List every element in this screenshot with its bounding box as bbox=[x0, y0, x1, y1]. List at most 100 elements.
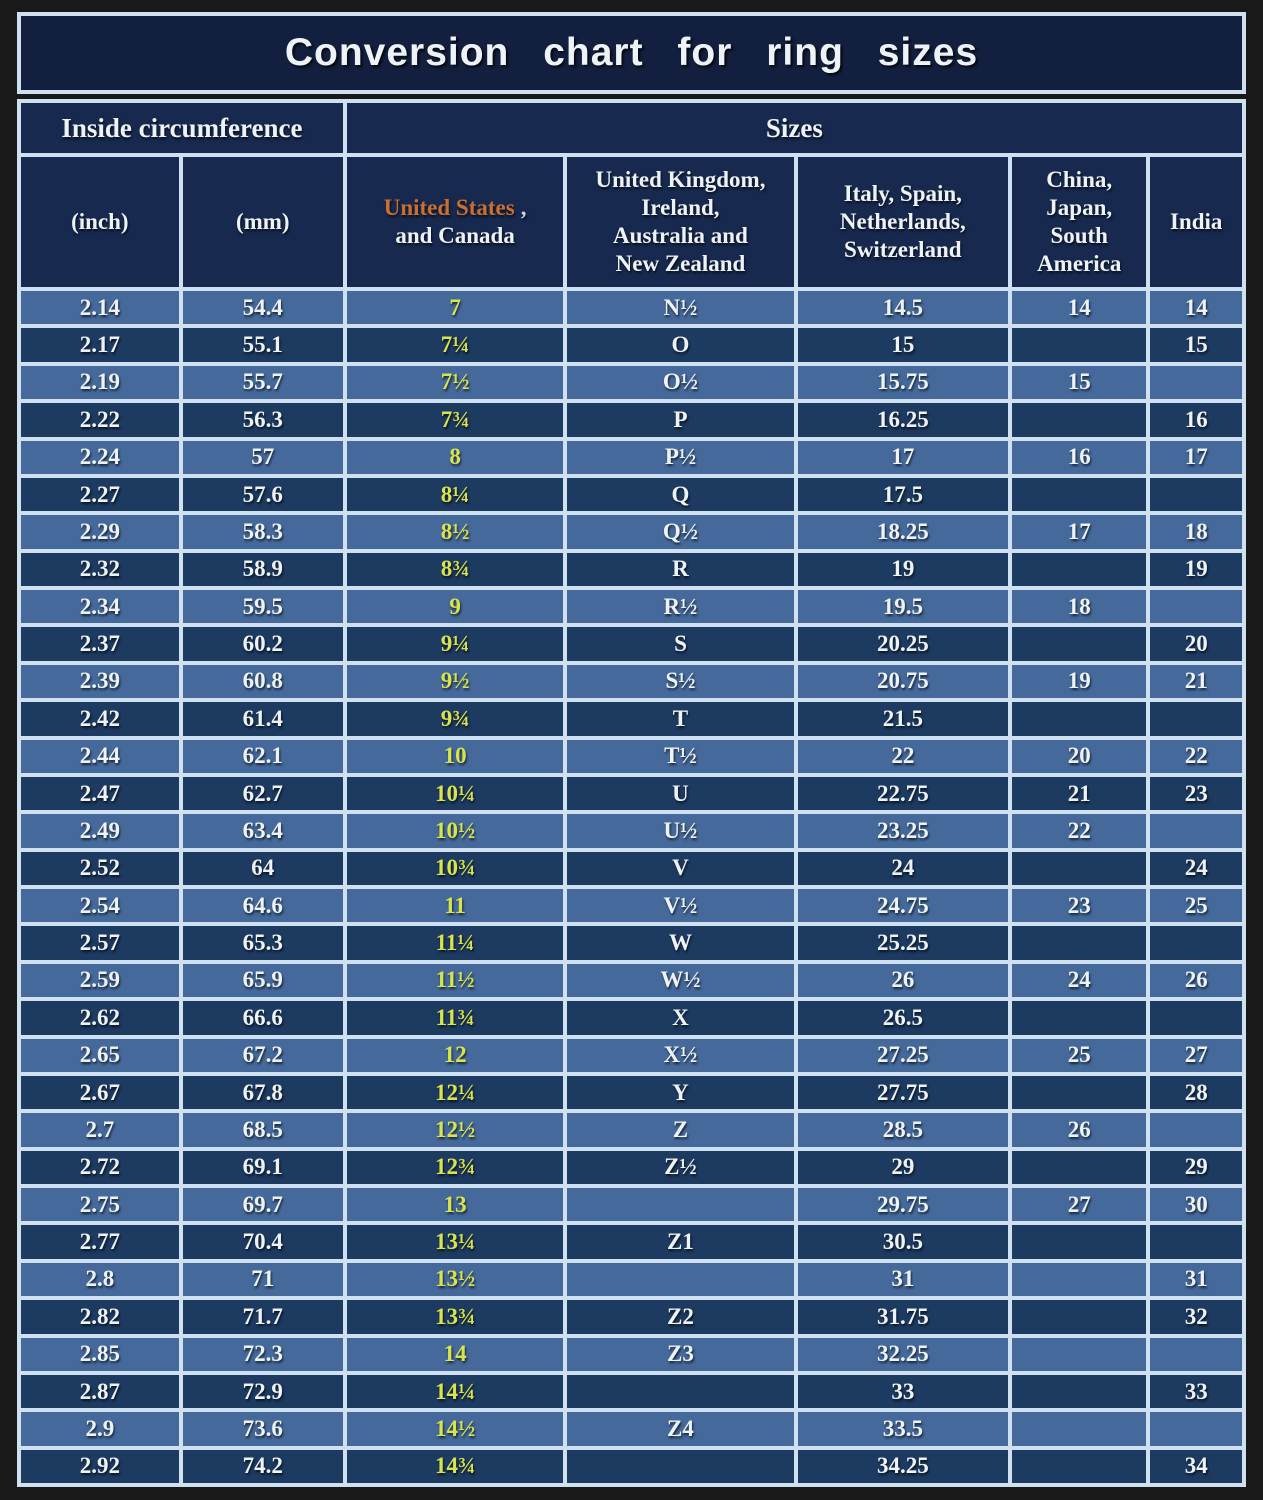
table-cell: 65.9 bbox=[178, 959, 347, 1002]
table-cell: 69.7 bbox=[178, 1183, 347, 1226]
table-row: 2.29 58.3 8½ Q½ 18.25 17 18 bbox=[17, 511, 1246, 553]
table-cell: 60.2 bbox=[178, 623, 347, 665]
table-cell: 2.47 bbox=[17, 772, 183, 815]
table-row: 2.44 62.1 10 T½ 22 20 22 bbox=[17, 735, 1246, 777]
table-row: 2.22 56.3 7¾ P 16.25 16 bbox=[17, 399, 1246, 441]
table-cell: 2.65 bbox=[17, 1034, 183, 1076]
table-cell: 32 bbox=[1146, 1296, 1246, 1338]
table-cell: 58.9 bbox=[178, 548, 347, 591]
table-cell: 2.75 bbox=[17, 1183, 183, 1226]
table-cell: 15 bbox=[1146, 324, 1246, 366]
table-cell: 14½ bbox=[342, 1408, 568, 1450]
table-cell: 7¼ bbox=[342, 324, 568, 366]
table-cell: 2.92 bbox=[17, 1445, 183, 1488]
table-cell: 2.22 bbox=[17, 399, 183, 441]
table-cell bbox=[1146, 1333, 1246, 1375]
table-cell: 8 bbox=[342, 436, 568, 478]
table-cell: 12 bbox=[342, 1034, 568, 1076]
table-cell: 9½ bbox=[342, 660, 568, 703]
table-cell: 71.7 bbox=[178, 1296, 347, 1338]
table-cell: 15.75 bbox=[793, 361, 1013, 404]
table-cell: 2.27 bbox=[17, 473, 183, 516]
column-header-india: India bbox=[1146, 153, 1246, 291]
table-row: 2.27 57.6 8¼ Q 17.5 bbox=[17, 473, 1246, 516]
table-row: 2.34 59.5 9 R½ 19.5 18 bbox=[17, 585, 1246, 628]
conversion-table: Inside circumference Sizes (inch) (mm) U… bbox=[17, 99, 1247, 1488]
table-cell: O bbox=[563, 324, 798, 366]
table-cell: 24 bbox=[793, 847, 1013, 890]
table-cell: 2.9 bbox=[17, 1408, 183, 1450]
column-header-uk-ireland-australia-nz: United Kingdom, Ireland, Australia and N… bbox=[563, 153, 798, 291]
table-cell bbox=[1007, 1071, 1151, 1114]
table-cell: Z4 bbox=[563, 1408, 798, 1450]
table-cell: O½ bbox=[563, 361, 798, 404]
page-title: Conversion chart for ring sizes bbox=[284, 31, 979, 74]
table-cell: 2.37 bbox=[17, 623, 183, 665]
table-cell: 34.25 bbox=[793, 1445, 1013, 1488]
table-cell: 2.54 bbox=[17, 884, 183, 927]
table-cell: 9¼ bbox=[342, 623, 568, 665]
table-cell: 8¼ bbox=[342, 473, 568, 516]
table-row: 2.85 72.3 14 Z3 32.25 bbox=[17, 1333, 1246, 1375]
table-cell: 16.25 bbox=[793, 399, 1013, 441]
table-row: 2.24 57 8 P½ 17 16 17 bbox=[17, 436, 1246, 478]
table-cell: U bbox=[563, 772, 798, 815]
table-cell bbox=[1146, 810, 1246, 852]
us-header-suffix: , bbox=[520, 194, 527, 220]
table-cell: 8½ bbox=[342, 511, 568, 553]
table-cell: 22 bbox=[1007, 810, 1151, 852]
table-cell: 57.6 bbox=[178, 473, 347, 516]
table-cell: 22.75 bbox=[793, 772, 1013, 815]
table-cell: 2.17 bbox=[17, 324, 183, 366]
table-cell: P½ bbox=[563, 436, 798, 478]
table-cell: 24.75 bbox=[793, 884, 1013, 927]
table-cell: 21.5 bbox=[793, 698, 1013, 740]
table-cell: 14.5 bbox=[793, 286, 1013, 329]
table-cell: Y bbox=[563, 1071, 798, 1114]
table-cell bbox=[1007, 1258, 1151, 1301]
table-cell: 2.59 bbox=[17, 959, 183, 1002]
column-header-mm: (mm) bbox=[178, 153, 347, 291]
table-cell: 13¾ bbox=[342, 1296, 568, 1338]
table-cell: 20.25 bbox=[793, 623, 1013, 665]
table-cell: 18.25 bbox=[793, 511, 1013, 553]
table-cell: Q bbox=[563, 473, 798, 516]
group-header-sizes: Sizes bbox=[342, 99, 1247, 157]
table-cell: 17 bbox=[793, 436, 1013, 478]
column-header-row: (inch) (mm) United States, and Canada Uni… bbox=[17, 153, 1246, 291]
table-cell: 73.6 bbox=[178, 1408, 347, 1450]
table-cell: 26 bbox=[1007, 1109, 1151, 1151]
table-cell: 22 bbox=[793, 735, 1013, 777]
table-cell: 25 bbox=[1007, 1034, 1151, 1076]
table-row: 2.92 74.2 14¾ 34.25 34 bbox=[17, 1445, 1246, 1488]
column-header-china-japan-south-america: China, Japan, South America bbox=[1007, 153, 1151, 291]
table-cell: 28 bbox=[1146, 1071, 1246, 1114]
table-cell: 10¾ bbox=[342, 847, 568, 890]
table-cell bbox=[1007, 1221, 1151, 1263]
table-cell: W bbox=[563, 922, 798, 964]
us-header-line2: and Canada bbox=[395, 223, 515, 248]
table-cell: 2.49 bbox=[17, 810, 183, 852]
table-cell: 69.1 bbox=[178, 1146, 347, 1189]
table-cell: 18 bbox=[1146, 511, 1246, 553]
table-row: 2.77 70.4 13¼ Z1 30.5 bbox=[17, 1221, 1246, 1263]
table-cell: 56.3 bbox=[178, 399, 347, 441]
table-row: 2.82 71.7 13¾ Z2 31.75 32 bbox=[17, 1296, 1246, 1338]
table-row: 2.52 64 10¾ V 24 24 bbox=[17, 847, 1246, 890]
table-cell bbox=[1146, 1221, 1246, 1263]
table-cell: 22 bbox=[1146, 735, 1246, 777]
table-cell: 2.82 bbox=[17, 1296, 183, 1338]
table-cell: 25.25 bbox=[793, 922, 1013, 964]
table-cell bbox=[1146, 997, 1246, 1039]
table-cell bbox=[1007, 1370, 1151, 1413]
table-cell: 57 bbox=[178, 436, 347, 478]
table-cell: Q½ bbox=[563, 511, 798, 553]
table-cell: 60.8 bbox=[178, 660, 347, 703]
table-cell: 24 bbox=[1007, 959, 1151, 1002]
table-cell: 13½ bbox=[342, 1258, 568, 1301]
table-cell: 10½ bbox=[342, 810, 568, 852]
table-cell: 25 bbox=[1146, 884, 1246, 927]
table-cell: 19 bbox=[1007, 660, 1151, 703]
table-row: 2.19 55.7 7½ O½ 15.75 15 bbox=[17, 361, 1246, 404]
table-cell: 19 bbox=[1146, 548, 1246, 591]
